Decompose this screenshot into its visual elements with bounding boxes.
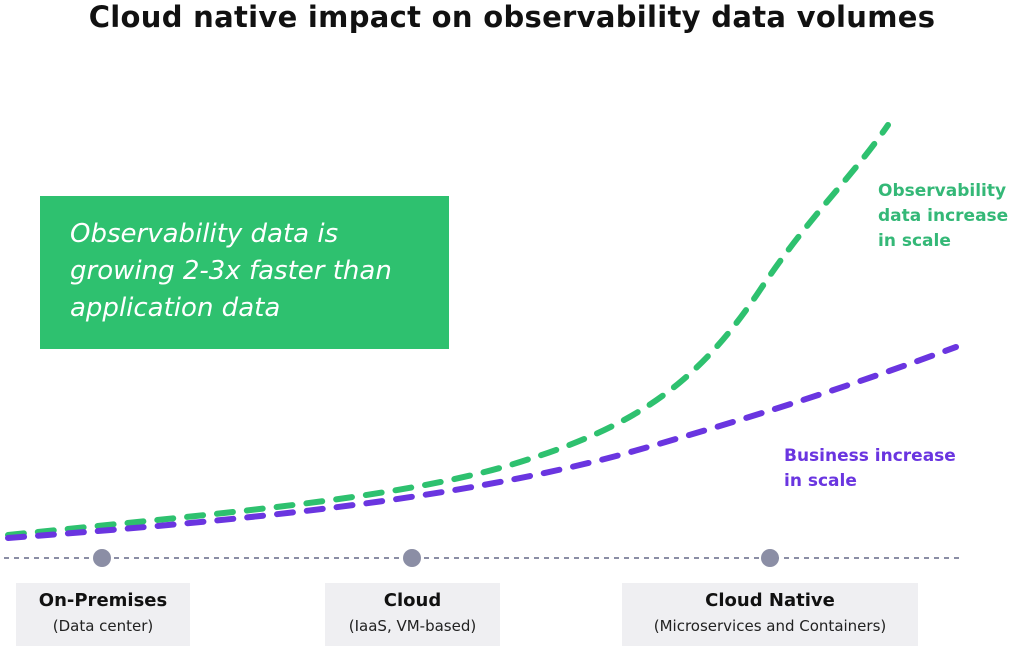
stage-on-premises: On-Premises (Data center) xyxy=(16,583,190,646)
observability-label: Observability data increase in scale xyxy=(878,181,1009,251)
business-curve xyxy=(5,344,959,541)
observability-curve xyxy=(5,122,891,538)
stage-sub: (Microservices and Containers) xyxy=(653,617,887,635)
callout-box: Observability data is growing 2-3x faste… xyxy=(40,196,449,349)
timeline-dot-on-premises xyxy=(93,549,111,567)
stage-sub: (Data center) xyxy=(52,617,154,635)
stage-name: On-Premises xyxy=(38,590,168,611)
stage-sub: (IaaS, VM-based) xyxy=(348,617,477,635)
timeline-dot-cloud xyxy=(403,549,421,567)
stage-cloud-native: Cloud Native (Microservices and Containe… xyxy=(622,583,918,646)
stage-name: Cloud xyxy=(383,590,442,611)
business-label: Business increase in scale xyxy=(784,446,956,491)
timeline-dot-cloud-native xyxy=(761,549,779,567)
stage-name: Cloud Native xyxy=(705,590,835,611)
page-title: Cloud native impact on observability dat… xyxy=(88,0,936,34)
stage-cloud: Cloud (IaaS, VM-based) xyxy=(325,583,500,646)
